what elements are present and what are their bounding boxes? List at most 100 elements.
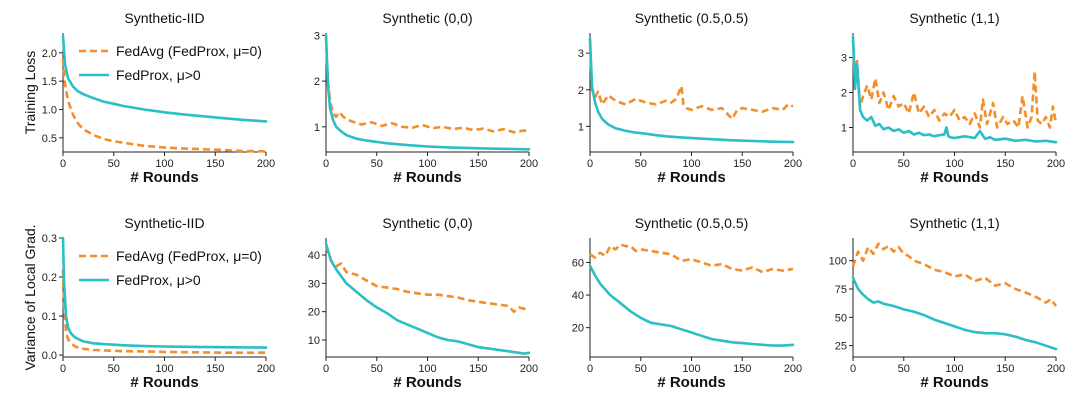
legend-label: FedProx, μ>0 [116, 272, 201, 288]
y-tick-label: 1.0 [42, 105, 57, 117]
y-tick-label: 1 [841, 123, 847, 135]
chart-title: Synthetic (1,1) [909, 215, 999, 231]
x-tick-label: 200 [520, 158, 538, 170]
y-tick-label: 20 [308, 307, 320, 319]
x-tick-label: 150 [733, 363, 751, 375]
x-axis-label: # Rounds [920, 374, 988, 391]
x-tick-label: 0 [323, 363, 329, 375]
legend-label: FedAvg (FedProx, μ=0) [116, 248, 262, 264]
x-tick-label: 50 [635, 158, 647, 170]
series-line-fedavg [851, 242, 1058, 307]
y-tick-label: 3 [841, 53, 847, 65]
chart-panel-5: Synthetic-IID 0 50 100 150 200 0.0 0.1 0.2 0.3 # R… [22, 215, 275, 391]
series-line-fedavg [851, 39, 1058, 129]
y-tick-label: 2 [841, 88, 847, 100]
y-tick-label: 10 [308, 335, 320, 347]
y-tick-label: 0.0 [42, 350, 57, 362]
x-tick-label: 100 [682, 158, 700, 170]
series-line-fedprox [324, 33, 531, 151]
series-line-fedavg [61, 58, 267, 153]
series-line-fedprox [851, 35, 1058, 144]
y-tick-label: 60 [572, 257, 584, 269]
y-tick-label: 0.3 [42, 233, 57, 245]
y-tick-label: 75 [835, 284, 847, 296]
y-tick-label: 50 [835, 312, 847, 324]
x-tick-label: 0 [60, 363, 66, 375]
x-tick-label: 0 [323, 158, 329, 170]
y-tick-label: 0.2 [42, 272, 57, 284]
x-tick-label: 50 [371, 363, 383, 375]
y-tick-label: 25 [835, 341, 847, 353]
y-axis-label: Variance of Local Grad. [22, 224, 38, 370]
x-tick-label: 150 [996, 363, 1014, 375]
x-tick-label: 200 [257, 363, 275, 375]
y-tick-label: 100 [829, 256, 847, 268]
chart-title: Synthetic-IID [124, 215, 204, 231]
series-line-fedavg [61, 269, 266, 355]
x-tick-label: 150 [733, 158, 751, 170]
x-tick-label: 200 [257, 158, 275, 170]
x-tick-label: 0 [587, 158, 593, 170]
x-tick-label: 0 [850, 158, 856, 170]
chart-panel-7: Synthetic (0.5,0.5) 0 50 100 150 200 20 40 60 # R… [572, 215, 802, 391]
series-line-fedavg [324, 37, 530, 134]
x-axis-label: # Rounds [920, 169, 988, 186]
series-line-fedprox [324, 242, 531, 355]
y-tick-label: 40 [572, 290, 584, 302]
y-tick-label: 40 [308, 250, 320, 262]
x-tick-label: 150 [206, 363, 224, 375]
x-tick-label: 200 [1047, 363, 1065, 375]
chart-panel-4: Synthetic (1,1) 0 50 100 150 200 1 2 3 # Rounds [841, 10, 1065, 186]
series-line-fedavg [588, 42, 794, 121]
x-tick-label: 50 [371, 158, 383, 170]
y-tick-label: 3 [578, 48, 584, 60]
y-tick-label: 1 [314, 122, 320, 134]
x-tick-label: 50 [635, 363, 647, 375]
x-tick-label: 50 [898, 158, 910, 170]
x-axis-label: # Rounds [393, 374, 461, 391]
x-tick-label: 100 [155, 158, 173, 170]
x-tick-label: 200 [784, 158, 802, 170]
x-tick-label: 100 [418, 158, 436, 170]
series-line-fedprox [61, 34, 268, 123]
x-tick-label: 0 [60, 158, 66, 170]
x-tick-label: 100 [945, 158, 963, 170]
chart-panel-6: Synthetic (0,0) 0 50 100 150 200 10 20 30 40 # Rou… [308, 215, 538, 391]
legend-label: FedProx, μ>0 [116, 67, 201, 83]
x-tick-label: 150 [996, 158, 1014, 170]
legend-label: FedAvg (FedProx, μ=0) [116, 43, 262, 59]
x-axis-label: # Rounds [657, 169, 725, 186]
x-tick-label: 100 [155, 363, 173, 375]
x-tick-label: 150 [206, 158, 224, 170]
y-tick-label: 0.1 [42, 311, 57, 323]
chart-panel-2: Synthetic (0,0) 0 50 100 150 200 1 2 3 # Rounds [314, 10, 538, 186]
y-tick-label: 30 [308, 278, 320, 290]
y-tick-label: 1 [578, 121, 584, 133]
x-axis-label: # Rounds [130, 169, 198, 186]
x-tick-label: 150 [469, 363, 487, 375]
y-tick-label: 3 [314, 30, 320, 42]
y-tick-label: 2 [314, 76, 320, 88]
x-axis-label: # Rounds [130, 374, 198, 391]
x-tick-label: 50 [108, 363, 120, 375]
series-line-fedprox [851, 276, 1058, 351]
chart-title: Synthetic-IID [124, 10, 204, 26]
x-tick-label: 50 [108, 158, 120, 170]
y-tick-label: 1.5 [42, 76, 57, 88]
x-tick-label: 200 [520, 363, 538, 375]
y-tick-label: 20 [572, 323, 584, 335]
series-line-fedavg [589, 243, 794, 274]
chart-title: Synthetic (0,0) [382, 215, 472, 231]
series-line-fedprox [588, 37, 795, 144]
x-axis-label: # Rounds [657, 374, 725, 391]
series-line-fedprox [61, 236, 268, 349]
chart-panel-3: Synthetic (0.5,0.5) 0 50 100 150 200 1 2 3 # Roun… [578, 10, 802, 186]
y-axis-label: Training Loss [22, 51, 38, 135]
chart-title: Synthetic (0.5,0.5) [635, 10, 749, 26]
chart-title: Synthetic (1,1) [909, 10, 999, 26]
x-tick-label: 0 [587, 363, 593, 375]
x-tick-label: 100 [945, 363, 963, 375]
x-tick-label: 100 [418, 363, 436, 375]
